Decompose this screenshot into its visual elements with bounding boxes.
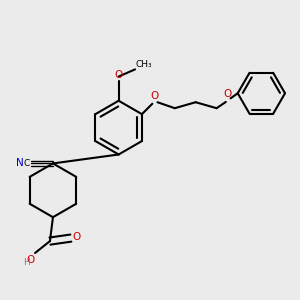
Text: O: O (72, 232, 81, 242)
Text: H: H (23, 258, 30, 267)
Text: O: O (150, 91, 159, 101)
Text: O: O (115, 70, 123, 80)
Text: CH₃: CH₃ (136, 60, 152, 69)
Text: C: C (23, 159, 30, 168)
Text: N: N (16, 158, 24, 168)
Text: O: O (224, 89, 232, 99)
Text: O: O (26, 254, 34, 265)
